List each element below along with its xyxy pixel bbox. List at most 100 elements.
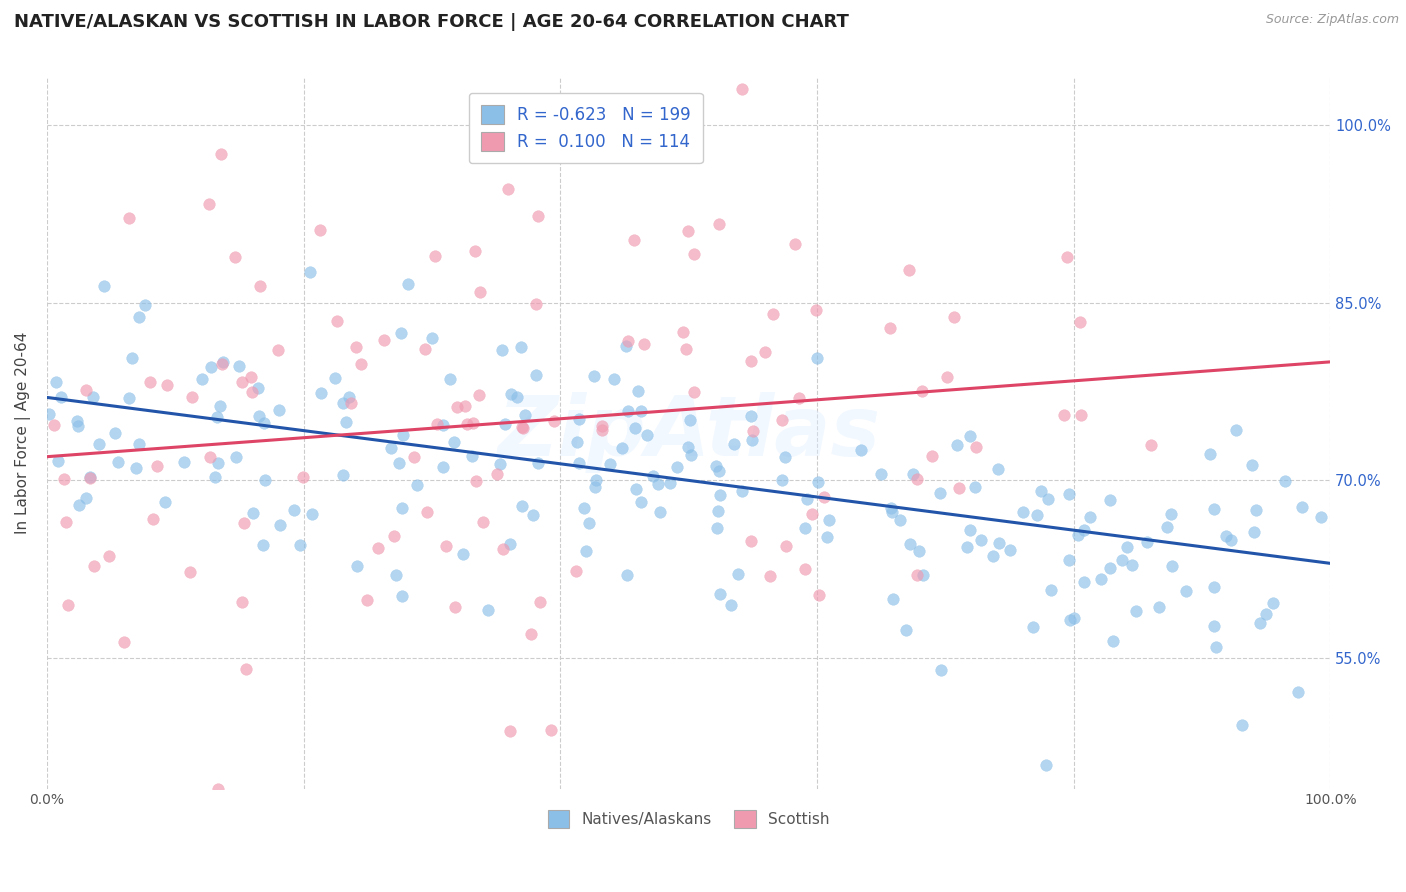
Point [1225,424,1247,438]
Point [599,457,621,471]
Point [907,544,929,558]
Point [675,342,697,356]
Point [1012,505,1035,519]
Point [505,390,527,404]
Point [510,420,533,434]
Point [529,595,551,609]
Point [211,355,233,369]
Point [1026,508,1049,523]
Point [574,130,596,145]
Point [66,414,89,428]
Point [1136,535,1159,549]
Point [335,415,357,429]
Point [79,471,101,485]
Point [404,450,426,464]
Point [82,390,104,404]
Point [391,428,413,442]
Point [1243,525,1265,540]
Point [623,233,645,247]
Point [413,342,436,356]
Point [1286,685,1309,699]
Point [242,506,264,520]
Point [104,425,127,440]
Point [898,262,921,277]
Point [499,537,522,551]
Point [512,421,534,435]
Point [1156,520,1178,534]
Point [998,543,1021,558]
Point [1111,553,1133,567]
Point [1140,438,1163,452]
Point [1022,620,1045,634]
Point [52,472,75,486]
Point [1291,500,1313,515]
Point [1147,599,1170,614]
Point [382,529,405,543]
Point [981,549,1004,563]
Point [267,403,290,417]
Point [636,428,658,442]
Point [673,150,696,164]
Point [1219,533,1241,548]
Point [252,538,274,552]
Point [1069,315,1091,329]
Point [1057,553,1080,567]
Point [1115,540,1137,554]
Point [706,521,728,535]
Point [648,505,671,519]
Point [796,492,818,507]
Point [231,595,253,609]
Point [524,368,547,382]
Point [97,549,120,563]
Point [1174,584,1197,599]
Point [807,475,830,490]
Point [340,396,363,410]
Point [610,442,633,456]
Point [754,344,776,359]
Point [1199,447,1222,461]
Point [107,455,129,469]
Point [627,384,650,398]
Point [332,395,354,409]
Point [443,435,465,450]
Point [112,635,135,649]
Point [1070,408,1092,422]
Point [683,384,706,399]
Point [134,298,156,312]
Point [959,428,981,442]
Point [1274,474,1296,488]
Point [470,285,492,300]
Point [643,469,665,483]
Point [198,197,221,211]
Point [89,436,111,450]
Point [513,408,536,422]
Point [616,568,638,582]
Point [1161,559,1184,574]
Point [125,461,148,475]
Point [142,512,165,526]
Point [269,518,291,533]
Point [723,437,745,451]
Point [128,437,150,451]
Point [301,507,323,521]
Point [346,559,368,574]
Point [290,538,312,552]
Point [173,455,195,469]
Point [889,513,911,527]
Point [388,456,411,470]
Point [1309,509,1331,524]
Point [465,474,488,488]
Point [207,781,229,796]
Point [565,435,588,450]
Point [617,334,640,348]
Point [647,477,669,491]
Point [707,465,730,479]
Point [614,339,637,353]
Y-axis label: In Labor Force | Age 20-64: In Labor Force | Age 20-64 [15,332,31,534]
Point [200,360,222,375]
Point [804,302,827,317]
Point [818,513,841,527]
Point [384,567,406,582]
Point [38,407,60,421]
Point [496,181,519,195]
